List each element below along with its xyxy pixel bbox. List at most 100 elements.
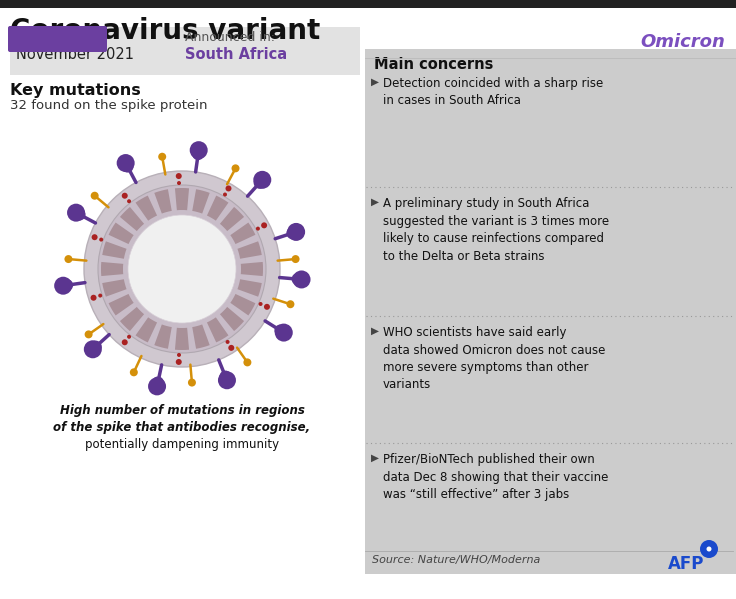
Wedge shape: [241, 262, 263, 276]
Wedge shape: [192, 325, 210, 349]
Text: First record:: First record:: [16, 31, 91, 44]
Circle shape: [218, 371, 236, 389]
Circle shape: [225, 186, 232, 192]
Circle shape: [258, 302, 263, 306]
Wedge shape: [230, 223, 255, 244]
Text: November 2021: November 2021: [16, 47, 134, 62]
Circle shape: [253, 171, 272, 189]
Wedge shape: [175, 188, 189, 210]
Circle shape: [84, 171, 280, 367]
Circle shape: [244, 358, 252, 367]
Text: AFP: AFP: [668, 555, 704, 573]
Wedge shape: [230, 294, 255, 316]
Wedge shape: [220, 207, 244, 231]
Circle shape: [121, 193, 128, 199]
FancyBboxPatch shape: [10, 27, 360, 75]
Circle shape: [286, 227, 298, 239]
Circle shape: [188, 379, 196, 386]
Text: Pfizer/BioNTech published their own
data Dec 8 showing that their vaccine
was “s: Pfizer/BioNTech published their own data…: [383, 453, 609, 501]
Wedge shape: [109, 294, 134, 316]
Circle shape: [98, 294, 102, 298]
Circle shape: [223, 192, 227, 196]
Circle shape: [291, 255, 300, 263]
Circle shape: [67, 204, 85, 222]
Text: Announced in:: Announced in:: [185, 31, 275, 44]
Circle shape: [91, 295, 96, 301]
Circle shape: [127, 335, 131, 339]
Circle shape: [177, 353, 181, 357]
Circle shape: [275, 323, 293, 341]
Circle shape: [225, 340, 230, 344]
Circle shape: [91, 234, 98, 240]
Circle shape: [228, 345, 234, 351]
Circle shape: [292, 271, 311, 289]
Circle shape: [286, 300, 294, 308]
Circle shape: [707, 546, 712, 552]
Circle shape: [264, 304, 270, 310]
Wedge shape: [220, 307, 244, 331]
Text: A preliminary study in South Africa
suggested the variant is 3 times more
likely: A preliminary study in South Africa sugg…: [383, 197, 609, 262]
Circle shape: [128, 215, 236, 323]
Wedge shape: [120, 207, 144, 231]
Text: ▶: ▶: [371, 326, 379, 336]
Circle shape: [117, 154, 135, 172]
Text: ▶: ▶: [371, 77, 379, 87]
Circle shape: [54, 277, 72, 295]
Wedge shape: [155, 325, 171, 349]
Circle shape: [291, 273, 303, 285]
Text: High number of mutations in regions
of the spike that antibodies recognise,: High number of mutations in regions of t…: [54, 404, 311, 434]
FancyBboxPatch shape: [8, 26, 107, 52]
Circle shape: [219, 371, 231, 383]
Circle shape: [127, 199, 131, 203]
Circle shape: [85, 331, 93, 338]
Circle shape: [700, 540, 718, 558]
Circle shape: [287, 223, 305, 241]
Wedge shape: [175, 328, 189, 350]
Text: Detection coincided with a sharp rise
in cases in South Africa: Detection coincided with a sharp rise in…: [383, 77, 604, 107]
Circle shape: [275, 325, 286, 337]
Text: potentially dampening immunity: potentially dampening immunity: [85, 438, 279, 451]
Circle shape: [121, 161, 133, 173]
Wedge shape: [135, 196, 157, 220]
Text: South Africa: South Africa: [185, 47, 287, 62]
FancyBboxPatch shape: [0, 0, 736, 8]
Wedge shape: [207, 196, 228, 220]
Wedge shape: [155, 189, 171, 214]
Wedge shape: [135, 317, 157, 343]
Text: Key mutations: Key mutations: [10, 83, 141, 98]
Text: Coronavirus variant: Coronavirus variant: [10, 17, 320, 45]
Circle shape: [232, 164, 239, 173]
Circle shape: [176, 173, 182, 179]
Wedge shape: [238, 241, 262, 259]
Circle shape: [99, 238, 103, 241]
Circle shape: [261, 222, 267, 228]
Text: Omicron: Omicron: [640, 33, 725, 51]
Circle shape: [74, 208, 85, 220]
Circle shape: [90, 341, 102, 353]
Circle shape: [254, 177, 266, 189]
Text: Source: Nature/WHO/Moderna: Source: Nature/WHO/Moderna: [372, 555, 540, 565]
Text: WHO scientists have said early
data showed Omicron does not cause
more severe sy: WHO scientists have said early data show…: [383, 326, 606, 392]
Circle shape: [65, 255, 72, 263]
Wedge shape: [109, 223, 134, 244]
Wedge shape: [120, 307, 144, 331]
Text: ▶: ▶: [371, 197, 379, 207]
Circle shape: [130, 368, 138, 376]
Circle shape: [190, 141, 208, 159]
Circle shape: [84, 340, 102, 358]
Circle shape: [91, 192, 99, 199]
Circle shape: [61, 279, 73, 291]
Text: B.1.1.529: B.1.1.529: [20, 32, 95, 46]
Circle shape: [152, 376, 164, 389]
Circle shape: [192, 148, 204, 160]
Circle shape: [256, 226, 260, 231]
Circle shape: [177, 181, 181, 185]
Wedge shape: [238, 279, 262, 297]
Wedge shape: [102, 279, 127, 297]
Circle shape: [176, 359, 182, 365]
FancyBboxPatch shape: [365, 49, 736, 574]
Text: ▶: ▶: [371, 453, 379, 463]
Circle shape: [121, 339, 128, 345]
Circle shape: [158, 153, 166, 161]
Circle shape: [98, 185, 266, 353]
